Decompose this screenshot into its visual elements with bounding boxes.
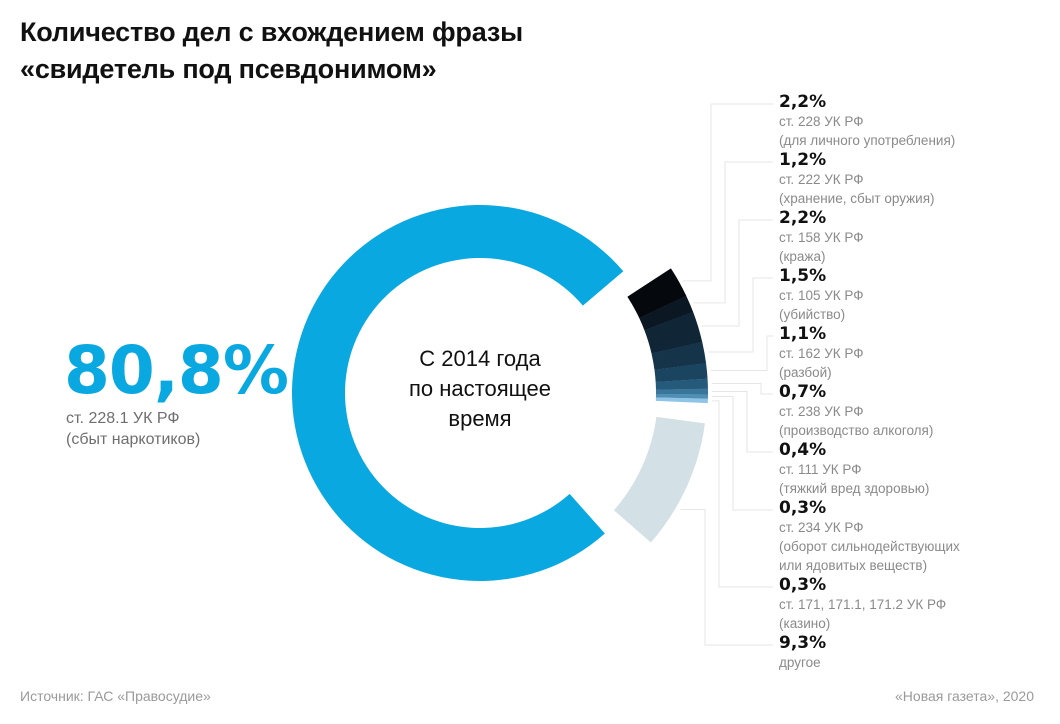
connector-lines [680, 103, 773, 646]
donut-slices [291, 205, 708, 581]
donut-slice-main [291, 205, 624, 581]
donut-slice-6 [655, 378, 708, 390]
slice-label: 2,2% ст. 228 УК РФ (для личного употреблен… [779, 92, 1049, 150]
connector-line-10 [680, 509, 773, 646]
donut-slice-8 [655, 394, 708, 399]
slice-label-description: (тяжкий вред здоровью) [779, 481, 930, 496]
slice-label: 0,3% ст. 171, 171.1, 171.2 УК РФ (казино) [779, 575, 1049, 633]
connector-line-4 [708, 277, 773, 353]
slice-label-value: 0,3% [779, 575, 827, 595]
slice-label-description: (убийство) [779, 307, 846, 322]
slice-label: 9,3% другое [779, 633, 1049, 672]
donut-slice-1 [627, 268, 687, 319]
main-slice-description: (сбыт наркотиков) [66, 431, 201, 448]
slice-label-description: другое [779, 655, 821, 670]
main-slice-value-label: 80,8% [64, 332, 289, 409]
source-note: Источник: ГАС «Правосудие» [20, 688, 211, 704]
donut-center-text: С 2014 года по настоящее время [380, 344, 580, 434]
donut-slice-other [613, 416, 705, 543]
slice-label-description: (для личного употребления) [779, 133, 956, 148]
slice-label-description: (разбой) [779, 365, 832, 380]
connector-line-5 [710, 335, 773, 372]
slice-label-article: ст. 234 УК РФ [779, 520, 864, 535]
donut-slice-3 [644, 311, 703, 354]
connector-line-6 [711, 383, 773, 395]
donut-slice-5 [654, 362, 708, 383]
slice-label-value: 2,2% [779, 208, 827, 228]
slice-label-description: (казино) [779, 616, 831, 631]
center-text-line-2: по настоящее [409, 376, 551, 401]
donut-slice-9 [655, 397, 708, 404]
donut-slice-2 [639, 295, 694, 331]
main-slice-article: ст. 228.1 УК РФ [66, 410, 180, 427]
slice-label-value: 2,2% [779, 92, 827, 112]
slice-label-value: 0,7% [779, 382, 827, 402]
publisher-credit: «Новая газета», 2020 [895, 688, 1034, 704]
slice-label-value: 9,3% [779, 633, 827, 653]
slice-label-article: ст. 228 УК РФ [779, 114, 864, 129]
chart-title-line-2: «свидетель под псевдонимом» [20, 54, 437, 84]
connector-line-2 [693, 161, 773, 304]
chart-title-line-1: Количество дел с вхождением фразы [20, 17, 523, 47]
connector-line-9 [711, 400, 773, 588]
slice-labels-list: 2,2% ст. 228 УК РФ (для личного употреблен… [779, 92, 1049, 672]
center-text-line-3: время [448, 406, 512, 431]
slice-label-value: 1,5% [779, 266, 827, 286]
slice-label-description: (хранение, сбыт оружия) [779, 191, 935, 206]
connector-line-3 [702, 219, 773, 327]
donut-slice-7 [655, 388, 708, 395]
chart-title: Количество дел с вхождением фразы «свиде… [20, 14, 523, 88]
slice-label-article: ст. 105 УК РФ [779, 288, 864, 303]
slice-label: 1,5% ст. 105 УК РФ (убийство) [779, 266, 1049, 324]
slice-label-value: 0,4% [779, 440, 827, 460]
center-text-line-1: С 2014 года [419, 346, 541, 371]
slice-label-value: 0,3% [779, 498, 827, 518]
slice-label: 0,3% ст. 234 УК РФ (оборот сильнодействующ… [779, 498, 1049, 575]
slice-label-description: или ядовитых веществ) [779, 558, 928, 573]
connector-line-8 [711, 396, 773, 511]
slice-label: 0,4% ст. 111 УК РФ (тяжкий вред здоровью) [779, 440, 1049, 498]
slice-label-article: ст. 171, 171.1, 171.2 УК РФ [779, 597, 947, 612]
slice-label: 1,2% ст. 222 УК РФ (хранение, сбыт оружия) [779, 150, 1049, 208]
slice-label-description: (оборот сильнодействующих [779, 539, 960, 554]
slice-label-article: ст. 238 УК РФ [779, 404, 864, 419]
slice-label-article: ст. 222 УК РФ [779, 172, 864, 187]
slice-label-value: 1,1% [779, 324, 827, 344]
slice-label-article: ст. 158 УК РФ [779, 230, 864, 245]
slice-label-description: (производство алкоголя) [779, 423, 934, 438]
connector-line-1 [682, 103, 773, 282]
connector-line-7 [711, 390, 773, 453]
slice-label-description: (кража) [779, 249, 826, 264]
main-slice-caption: ст. 228.1 УК РФ (сбыт наркотиков) [66, 408, 200, 450]
slice-label: 0,7% ст. 238 УК РФ (производство алкоголя) [779, 382, 1049, 440]
slice-label: 1,1% ст. 162 УК РФ (разбой) [779, 324, 1049, 382]
slice-label-article: ст. 111 УК РФ [779, 462, 862, 477]
donut-slice-4 [651, 341, 707, 370]
slice-label-article: ст. 162 УК РФ [779, 346, 864, 361]
slice-label-value: 1,2% [779, 150, 827, 170]
slice-label: 2,2% ст. 158 УК РФ (кража) [779, 208, 1049, 266]
